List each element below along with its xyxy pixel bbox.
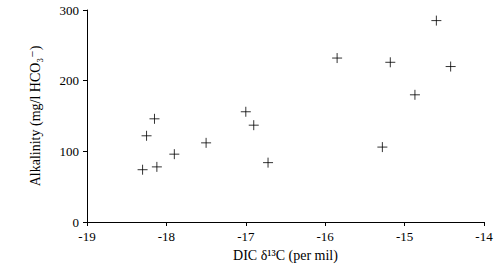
svg-text:200: 200 xyxy=(60,73,80,88)
svg-text:-18: -18 xyxy=(158,229,175,244)
svg-text:300: 300 xyxy=(60,3,80,18)
svg-text:-19: -19 xyxy=(78,229,95,244)
svg-text:-17: -17 xyxy=(237,229,255,244)
svg-text:DIC δ¹³C (per mil): DIC δ¹³C (per mil) xyxy=(233,248,338,264)
svg-text:-16: -16 xyxy=(317,229,335,244)
svg-text:-15: -15 xyxy=(396,229,413,244)
svg-text:-14: -14 xyxy=(475,229,493,244)
svg-text:100: 100 xyxy=(60,144,80,159)
svg-text:Alkalinity (mg/l HCO₃⁻): Alkalinity (mg/l HCO₃⁻) xyxy=(28,45,44,186)
svg-text:0: 0 xyxy=(73,215,80,230)
